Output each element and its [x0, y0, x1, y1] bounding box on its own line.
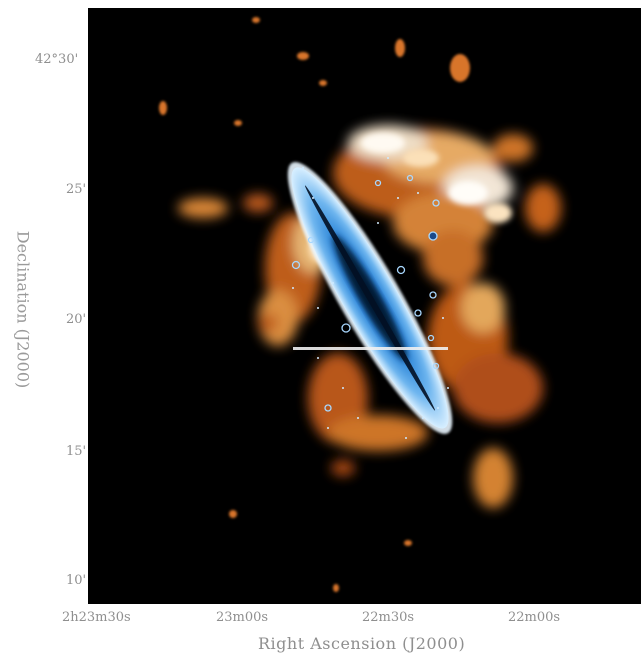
x-axis-label: Right Ascension (J2000) — [258, 634, 466, 653]
hi-clumps — [159, 17, 470, 592]
hi-emission-bright — [308, 133, 512, 262]
optical-galaxy — [287, 162, 453, 434]
galaxy-overlay-image — [159, 17, 561, 592]
x-tick-label: 23m00s — [216, 610, 269, 625]
y-tick-label: 20' — [66, 312, 87, 327]
sky-image — [88, 8, 641, 604]
x-tick-label: 22m00s — [508, 610, 561, 625]
artifact-stripe — [293, 347, 448, 350]
x-tick-label: 2h23m30s — [62, 610, 131, 625]
x-tick-label: 22m30s — [362, 610, 415, 625]
y-tick-label: 10' — [66, 573, 87, 588]
y-tick-label: 15' — [66, 444, 87, 459]
star-specks — [292, 157, 449, 439]
foreground-stars — [291, 174, 440, 412]
y-tick-label: 25' — [66, 182, 87, 197]
y-tick-label: 42°30' — [35, 52, 79, 67]
y-axis-label: Declination (J2000) — [13, 230, 33, 389]
